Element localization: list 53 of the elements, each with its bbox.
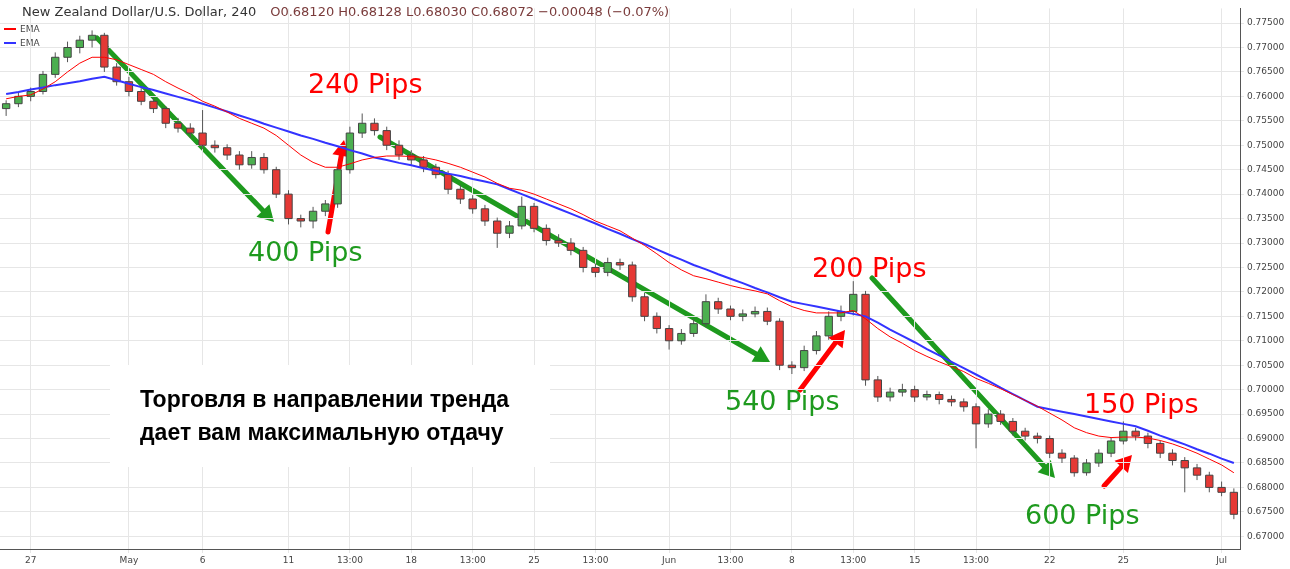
y-tick-label: 0.70000 [1247,384,1285,394]
x-tick-label: 8 [789,554,796,565]
y-tick-label: 0.77500 [1247,17,1285,28]
y-tick-label: 0.74000 [1247,188,1285,199]
chart-title: New Zealand Dollar/U.S. Dollar, 240 [22,4,257,19]
annotation: Торговля в направлении тренда дает вам максимальную отдачу [110,365,550,467]
y-tick-label: 0.76500 [1247,66,1285,77]
x-tick-label: 13:00 [840,554,867,565]
y-tick-label: 0.68000 [1247,481,1285,492]
y-tick-label: 0.71500 [1247,310,1285,321]
x-tick-label: 13:00 [717,554,744,565]
x-tick-label: 13:00 [963,554,990,565]
y-tick-label: 0.69500 [1247,408,1285,419]
y-tick-label: 0.67500 [1247,506,1285,517]
annotation: 400 Pips [248,236,363,268]
x-tick-label: 13:00 [336,554,364,565]
x-tick-label: Jul [1215,554,1228,565]
y-tick-label: 0.75500 [1247,115,1285,126]
y-tick-label: 0.73500 [1247,212,1285,223]
y-tick-label: 0.73000 [1247,237,1285,248]
y-tick-label: 0.75000 [1247,139,1285,150]
x-tick-label: 22 [1043,554,1056,565]
y-tick-label: 0.76000 [1247,90,1285,101]
y-tick-label: 0.71000 [1247,335,1285,346]
y-tick-label: 0.68500 [1247,457,1285,468]
x-tick-label: 11 [282,554,295,565]
annotation: 540 Pips [725,384,840,416]
annotation: 150 Pips [1084,388,1199,420]
x-tick-label: 15 [908,554,921,565]
x-tick-label: 13:00 [459,554,486,565]
y-tick-label: 0.69000 [1247,432,1285,443]
annotation: 240 Pips [308,67,423,99]
candlestick [63,41,72,63]
candlestick [640,292,649,322]
x-tick-label: Jun [661,554,677,565]
x-tick-label: 6 [199,554,206,565]
x-tick-label: 25 [1117,554,1130,565]
y-tick-label: 0.72000 [1247,286,1285,297]
x-tick-label: 25 [528,554,540,565]
y-tick-label: 0.67000 [1247,530,1285,541]
annotation: 600 Pips [1025,499,1140,531]
x-tick-label: May [119,554,139,565]
legend-label: EMA [20,24,40,34]
annotation: O0.68120 H0.68128 L0.68030 C0.68072 −0.00048 (−0.07%) [270,4,670,19]
y-tick-label: 0.70500 [1247,359,1285,370]
x-tick-label: 27 [24,554,37,565]
y-tick-label: 0.77000 [1247,41,1285,52]
x-tick-label: 18 [405,554,418,565]
y-tick-label: 0.74500 [1247,164,1285,175]
legend-label: EMA [20,38,40,48]
y-tick-label: 0.72500 [1247,261,1285,272]
x-tick-label: 13:00 [582,554,609,565]
annotation: 200 Pips [812,251,927,283]
